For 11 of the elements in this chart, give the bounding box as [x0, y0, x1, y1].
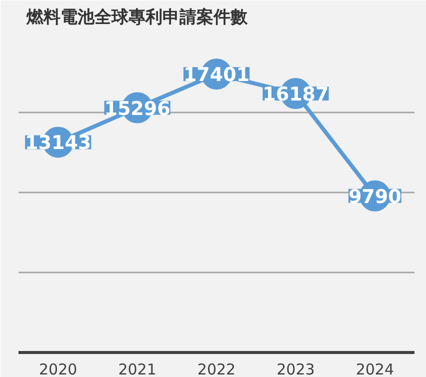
x-tick-label: 2024: [356, 360, 394, 377]
chart-title: 燃料電池全球專利申請案件數: [26, 6, 248, 28]
x-tick-label: 2021: [118, 360, 156, 377]
data-label: 13143: [25, 132, 92, 154]
x-tick-label: 2020: [39, 360, 78, 377]
data-label: 17401: [183, 64, 250, 86]
data-label: 16187: [262, 84, 329, 106]
x-tick-label: 2022: [197, 360, 236, 377]
data-label: 9790: [348, 186, 402, 208]
x-tick-label: 2023: [276, 360, 315, 377]
data-label: 15296: [104, 98, 170, 120]
